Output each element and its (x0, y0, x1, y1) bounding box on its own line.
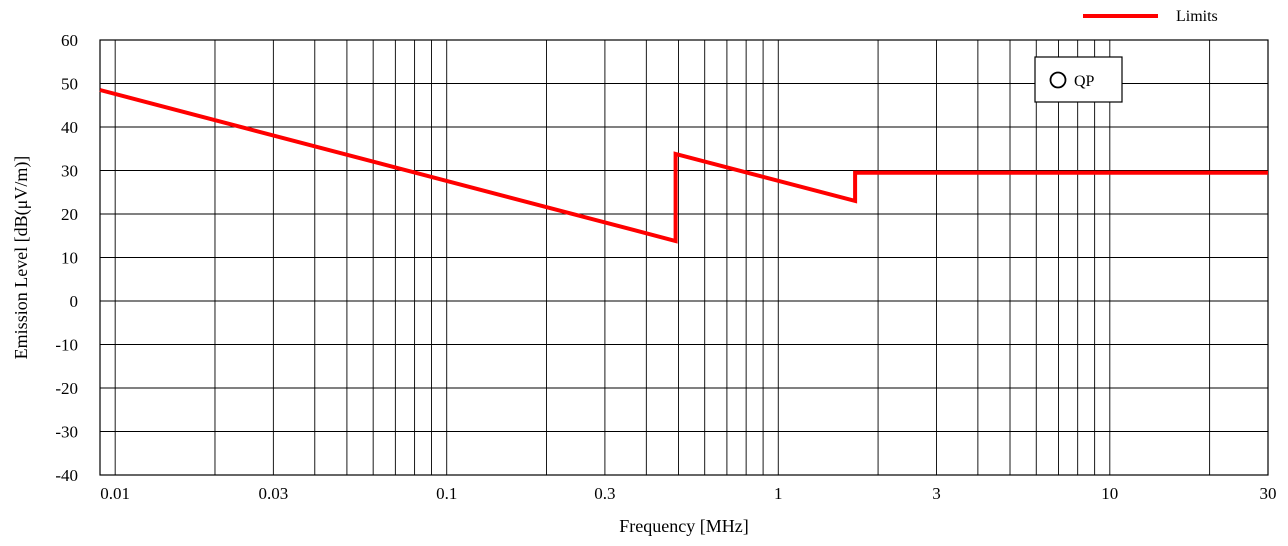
series-layer (99, 88, 1268, 244)
y-tick-label: 20 (61, 205, 78, 224)
x-tick-label: 0.3 (594, 484, 615, 503)
qp-legend-frame (1034, 56, 1123, 103)
x-tick-label: 10 (1101, 484, 1118, 503)
legend: Limits (1083, 8, 1218, 25)
y-axis-title: Emission Level [dB(μV/m)] (11, 156, 32, 360)
qp-legend-box: QP (1034, 56, 1123, 103)
series-line-limits (99, 88, 1268, 244)
x-tick-label: 0.1 (436, 484, 457, 503)
y-tick-label: 50 (61, 75, 78, 94)
x-tick-label: 30 (1260, 484, 1277, 503)
y-tick-label: 30 (61, 162, 78, 181)
qp-legend-label: QP (1074, 73, 1095, 90)
x-tick-label: 1 (774, 484, 783, 503)
grid (99, 39, 1269, 476)
x-tick-label: 0.01 (100, 484, 130, 503)
x-tick-label: 3 (932, 484, 941, 503)
y-tick-labels: -40 -30 -20 -10 0 10 20 30 40 50 60 (55, 31, 78, 485)
plot-frame (99, 39, 1269, 476)
x-axis-title: Frequency [MHz] (619, 516, 748, 536)
x-tick-label: 0.03 (258, 484, 288, 503)
x-tick-labels: 0.01 0.03 0.1 0.3 1 3 10 30 (100, 484, 1276, 503)
y-tick-label: 10 (61, 249, 78, 268)
y-tick-label: 60 (61, 31, 78, 50)
legend-label-limits: Limits (1176, 8, 1218, 25)
y-tick-label: -10 (55, 336, 78, 355)
y-tick-label: 40 (61, 118, 78, 137)
y-tick-label: -20 (55, 379, 78, 398)
y-tick-label: 0 (70, 292, 79, 311)
open-circle-icon (1049, 71, 1067, 89)
y-tick-label: -40 (55, 466, 78, 485)
y-tick-label: -30 (55, 423, 78, 442)
